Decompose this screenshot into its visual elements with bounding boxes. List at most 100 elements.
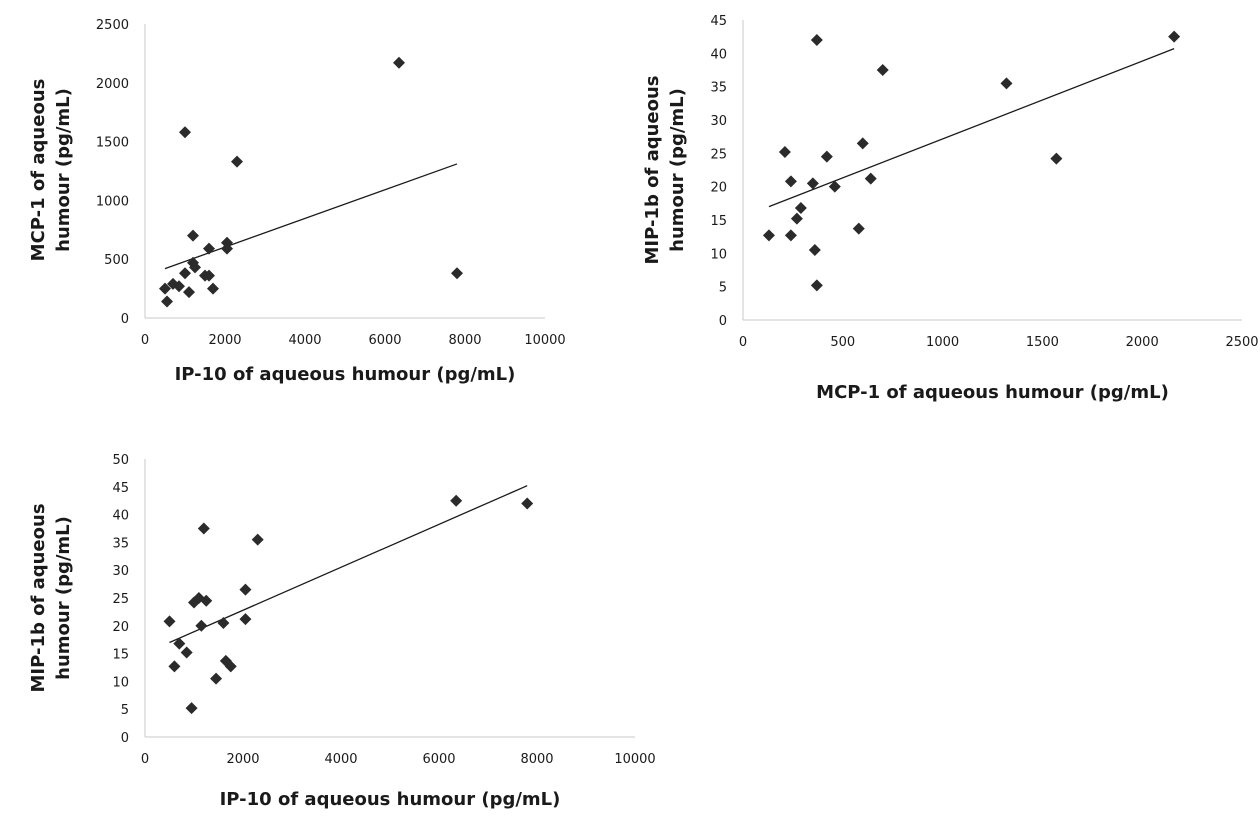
data-point: [200, 594, 213, 607]
y-tick-label: 0: [719, 314, 727, 329]
chart-2: 0 500 1000 1500 2000 2500 0 5 10 15 20 25 30 35 40 45 MC…: [642, 14, 1259, 403]
data-point: [810, 34, 823, 46]
y-tick-label: 45: [710, 14, 727, 29]
x-tick-label: 4000: [288, 333, 321, 348]
data-point: [187, 229, 199, 242]
x-tick-label: 0: [739, 335, 747, 350]
y-tick-label: 25: [710, 147, 727, 162]
data-point: [794, 202, 807, 214]
data-point: [183, 286, 195, 299]
data-point: [210, 672, 223, 685]
y-tick-label: 2000: [96, 77, 129, 92]
x-tick-label: 2000: [208, 333, 241, 348]
y-tick-label: 500: [104, 253, 129, 268]
y-tick-label: 30: [112, 564, 129, 579]
y-tick-label: 30: [710, 114, 727, 129]
x-tick-label: 2000: [1126, 335, 1159, 350]
y-axis-title: humour (pg/mL): [53, 88, 74, 252]
y-axis-title: MCP-1 of aqueous: [28, 79, 49, 262]
chart-1: 0 2000 4000 6000 8000 10000 0 500 1000 1500 2000 25…: [28, 18, 566, 385]
x-tick-label: 6000: [422, 752, 455, 767]
data-point: [203, 242, 215, 255]
data-point: [1050, 152, 1063, 165]
x-tick-label: 6000: [368, 333, 401, 348]
data-point: [864, 172, 877, 185]
data-point: [450, 494, 463, 507]
data-point: [790, 212, 803, 225]
y-tick-label: 20: [710, 181, 727, 196]
y-tick-label: 10: [112, 675, 129, 690]
data-point: [808, 244, 821, 256]
y-axis-title: humour (pg/mL): [667, 88, 688, 252]
x-tick-label: 4000: [324, 752, 357, 767]
data-point: [251, 533, 264, 546]
data-point: [239, 613, 252, 626]
data-point: [163, 615, 176, 628]
x-axis-title: IP-10 of aqueous humour (pg/mL): [220, 789, 561, 810]
data-point: [784, 175, 797, 188]
data-point: [762, 229, 775, 242]
data-point: [852, 222, 865, 235]
x-axis-title: IP-10 of aqueous humour (pg/mL): [175, 364, 516, 385]
trendline: [169, 485, 528, 644]
data-point: [224, 660, 237, 673]
y-tick-label: 1000: [96, 194, 129, 209]
y-tick-label: 40: [112, 509, 129, 524]
data-point: [179, 267, 191, 280]
data-point: [161, 295, 173, 308]
y-tick-label: 20: [112, 620, 129, 635]
data-point: [1168, 30, 1181, 43]
data-point: [393, 56, 405, 69]
data-point: [195, 619, 208, 632]
data-point: [221, 242, 233, 255]
y-tick-label: 15: [112, 648, 129, 663]
x-tick-label: 1500: [1026, 335, 1059, 350]
data-point: [179, 126, 191, 139]
y-tick-label: 5: [121, 703, 129, 718]
y-tick-label: 5: [719, 281, 727, 296]
data-point: [810, 279, 823, 292]
data-point: [451, 267, 463, 280]
y-tick-label: 45: [112, 481, 129, 496]
x-tick-label: 1000: [926, 335, 959, 350]
x-tick-label: 2500: [1225, 335, 1258, 350]
x-tick-label: 500: [830, 335, 855, 350]
data-point: [521, 497, 534, 510]
y-tick-label: 0: [121, 312, 129, 327]
y-tick-label: 2500: [96, 18, 129, 33]
data-point: [217, 617, 230, 630]
data-point: [159, 282, 171, 295]
data-point: [231, 155, 243, 168]
data-point: [188, 596, 200, 609]
x-tick-label: 0: [141, 333, 149, 348]
data-point: [239, 583, 252, 596]
data-point: [784, 229, 797, 242]
data-point: [203, 269, 215, 282]
data-point: [173, 637, 186, 650]
trendline: [164, 163, 458, 270]
x-tick-label: 8000: [520, 752, 553, 767]
y-tick-label: 40: [710, 47, 727, 62]
data-point: [806, 177, 819, 190]
data-point: [820, 150, 833, 163]
y-axis-title: humour (pg/mL): [53, 516, 74, 680]
y-tick-label: 50: [112, 453, 129, 468]
y-tick-label: 35: [710, 81, 727, 96]
x-tick-label: 8000: [448, 333, 481, 348]
data-point: [189, 261, 201, 274]
data-point: [876, 64, 889, 76]
data-point: [180, 646, 193, 659]
data-point: [1000, 77, 1013, 90]
x-tick-label: 10000: [614, 752, 655, 767]
data-point: [185, 702, 198, 715]
data-point: [173, 280, 185, 293]
data-point: [197, 522, 210, 535]
y-axis-title: MIP-1b of aqueous: [642, 75, 663, 264]
x-tick-label: 2000: [226, 752, 259, 767]
data-point: [856, 137, 869, 150]
data-point: [168, 660, 181, 673]
y-tick-label: 0: [121, 731, 129, 746]
x-tick-label: 0: [141, 752, 149, 767]
